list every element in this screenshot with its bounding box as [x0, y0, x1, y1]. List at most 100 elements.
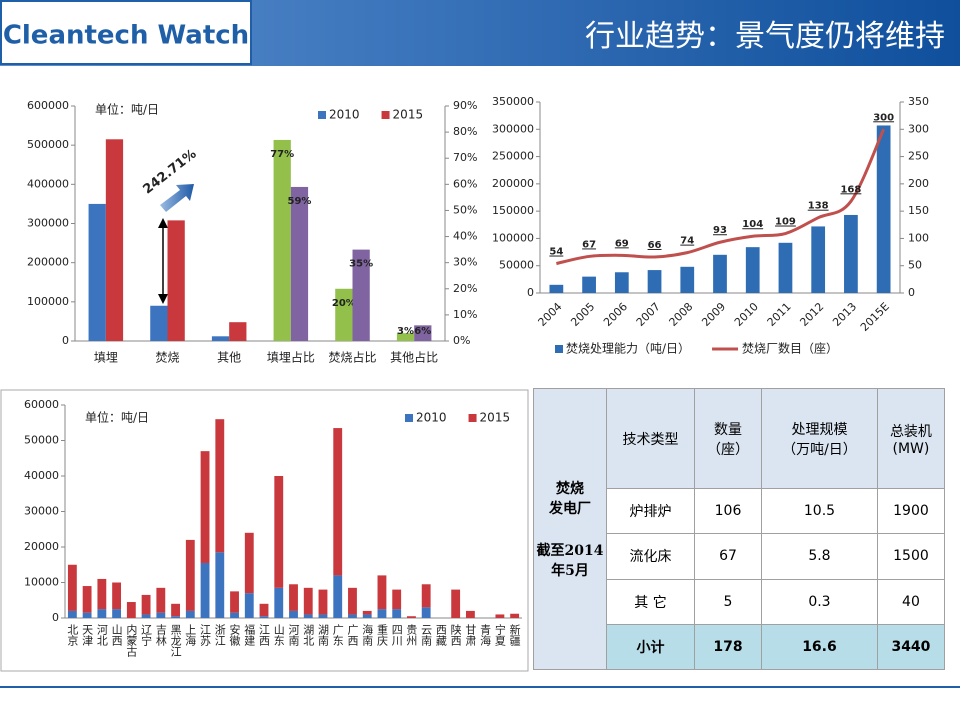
bar	[876, 125, 891, 293]
data-label: 109	[775, 217, 796, 228]
legend-label: 焚烧厂数目（座）	[742, 341, 838, 356]
x-tick-label: 焚烧占比	[328, 350, 376, 365]
cell-text: 数量 （座）	[706, 421, 749, 458]
data-label: 93	[713, 225, 727, 236]
bar	[745, 247, 760, 293]
bar	[150, 305, 168, 341]
table-cell: 流化床	[606, 533, 695, 580]
legend-swatch	[405, 414, 413, 422]
table-row: 小计 178 16.6 3440	[534, 623, 946, 671]
bar	[582, 276, 596, 293]
bar	[510, 613, 520, 618]
bar	[549, 284, 564, 293]
legend-swatch	[468, 414, 477, 422]
table-cell: 处理规模 （万吨/日）	[761, 388, 878, 489]
bar	[680, 266, 695, 293]
bar	[348, 614, 357, 618]
bar	[185, 539, 195, 611]
x-tick-label: 2011	[765, 300, 794, 329]
bar	[215, 419, 225, 553]
y2-tick-label: 50	[908, 259, 922, 272]
bar	[67, 564, 77, 611]
x-tick-label: 黑龙江	[169, 624, 182, 657]
cell-text: 3440	[891, 638, 931, 655]
arrow-head	[158, 218, 168, 228]
x-tick-label: 安徽	[228, 623, 241, 647]
cell-text: 炉排炉	[629, 504, 672, 521]
table-cell: 67	[693, 533, 763, 580]
bar	[396, 333, 415, 341]
y-tick-label: 100000	[27, 295, 69, 308]
legend-label: 2015	[393, 108, 424, 122]
bar	[318, 614, 328, 618]
bar	[259, 616, 269, 618]
y2-tick-label: 80%	[453, 125, 477, 138]
logo-box	[0, 0, 252, 65]
legend-swatch	[381, 111, 390, 119]
bar	[811, 226, 826, 293]
bar	[171, 616, 180, 618]
bar	[713, 254, 727, 293]
cell-text: 67	[719, 548, 737, 565]
bar	[465, 610, 475, 618]
y2-tick-label: 100	[908, 231, 929, 244]
cell-text: 178	[713, 638, 743, 655]
bar	[290, 186, 309, 341]
bar	[229, 322, 247, 341]
x-tick-label: 辽宁	[140, 624, 153, 646]
data-label: 138	[808, 201, 829, 212]
table-cell: 178	[693, 623, 763, 671]
bar	[67, 610, 77, 618]
cell-text: 106	[714, 503, 742, 520]
table-cell: 3440	[876, 623, 946, 671]
bar	[244, 593, 254, 618]
table-cell: 焚烧 发电厂 截至2014 年5月	[533, 388, 607, 670]
x-tick-label: 2015E	[858, 300, 892, 334]
data-label: 77%	[270, 149, 294, 160]
table-cell: 炉排炉	[606, 487, 695, 535]
data-label: 59%	[287, 196, 311, 207]
bar	[167, 220, 185, 341]
x-tick-label: 2004	[536, 300, 565, 329]
bar	[97, 609, 107, 618]
y2-tick-label: 150	[908, 204, 929, 217]
y-tick-label: 400000	[27, 177, 69, 190]
cell-text: 5	[723, 593, 733, 610]
x-tick-label: 2013	[830, 300, 859, 329]
bar	[274, 476, 284, 588]
y2-tick-label: 300	[908, 122, 929, 135]
y-tick-label: 60000	[24, 398, 59, 411]
x-tick-label: 河北	[95, 624, 108, 646]
y-tick-label: 30000	[24, 505, 59, 518]
bar	[392, 609, 402, 618]
slide-title: 行业趋势：景气度仍将维持	[585, 19, 945, 54]
y2-tick-label: 20%	[453, 282, 477, 295]
bar	[377, 609, 387, 618]
x-tick-label: 2008	[667, 300, 696, 329]
line	[556, 128, 886, 265]
y2-tick-label: 10%	[453, 308, 477, 321]
bar	[200, 451, 210, 563]
bar	[844, 214, 858, 293]
y-tick-label: 200000	[27, 256, 69, 269]
data-label: 66	[648, 240, 662, 251]
y-tick-label: 100000	[492, 231, 534, 244]
legend-label: 2015	[480, 411, 511, 425]
x-tick-label: 宁夏	[493, 623, 506, 646]
bar	[362, 610, 372, 615]
x-tick-label: 贵州	[405, 624, 418, 646]
cell-text: 1900	[893, 503, 929, 520]
y-tick-label: 250000	[492, 150, 534, 163]
bar	[333, 428, 343, 576]
x-tick-label: 填埋	[94, 351, 118, 365]
y2-tick-label: 60%	[453, 177, 477, 190]
bar	[88, 203, 106, 341]
cell-text: 总装机 (MW)	[889, 423, 932, 457]
bar	[392, 589, 402, 610]
x-tick-label: 2007	[634, 300, 663, 329]
x-tick-label: 2006	[601, 300, 630, 329]
x-tick-label: 浙江	[213, 624, 226, 646]
data-table: 焚烧 发电厂 截至2014 年5月 技术类型 数量 （座） 处理规模 （万吨/日） 总装机…	[533, 388, 946, 671]
bar	[318, 589, 328, 615]
